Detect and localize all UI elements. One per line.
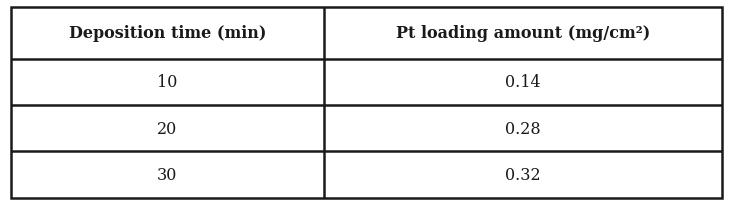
Bar bbox=[324, 59, 722, 105]
Text: Pt loading amount (mg/cm²): Pt loading amount (mg/cm²) bbox=[396, 25, 650, 42]
Text: Deposition time (min): Deposition time (min) bbox=[69, 25, 266, 42]
Bar bbox=[11, 8, 324, 59]
Text: 10: 10 bbox=[158, 74, 177, 91]
Text: 20: 20 bbox=[158, 120, 177, 137]
Text: 0.14: 0.14 bbox=[505, 74, 541, 91]
Bar bbox=[324, 152, 722, 198]
Bar bbox=[324, 105, 722, 152]
Bar bbox=[11, 59, 324, 105]
Text: 0.28: 0.28 bbox=[505, 120, 541, 137]
Bar bbox=[11, 105, 324, 152]
Bar bbox=[11, 152, 324, 198]
Text: 0.32: 0.32 bbox=[505, 166, 541, 183]
Text: 30: 30 bbox=[158, 166, 177, 183]
Bar bbox=[324, 8, 722, 59]
